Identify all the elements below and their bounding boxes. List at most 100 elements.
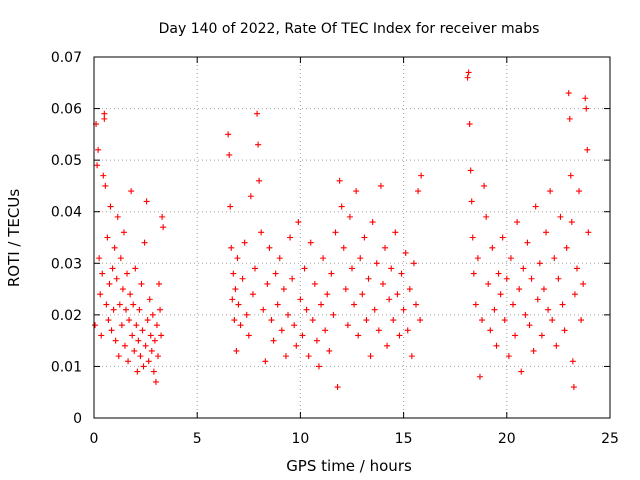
data-point: [505, 353, 512, 360]
data-point: [307, 239, 314, 246]
data-point: [231, 317, 238, 324]
chart-title: Day 140 of 2022, Rate Of TEC Index for r…: [159, 21, 540, 37]
data-point: [346, 213, 353, 220]
data-point: [278, 327, 285, 334]
data-point: [140, 363, 147, 370]
y-tick-label: 0.01: [51, 359, 82, 375]
data-point: [124, 270, 131, 277]
data-point: [549, 317, 556, 324]
data-point: [402, 249, 409, 256]
data-point: [412, 301, 419, 308]
y-tick-labels: 0 0.01 0.02 0.03 0.04 0.05 0.06 0.07: [51, 50, 82, 427]
data-point: [107, 203, 114, 210]
data-points: [92, 69, 592, 391]
x-tick-label: 5: [193, 431, 202, 447]
data-point: [149, 311, 156, 318]
data-point: [375, 327, 382, 334]
data-point: [580, 280, 587, 287]
data-point: [229, 296, 236, 303]
data-point: [417, 317, 424, 324]
data-point: [131, 347, 138, 354]
data-point: [570, 384, 577, 391]
data-point: [334, 384, 341, 391]
data-point: [235, 301, 242, 308]
x-tick-label: 25: [601, 431, 619, 447]
data-point: [96, 255, 103, 262]
data-point: [495, 270, 502, 277]
data-point: [258, 229, 265, 236]
data-point: [400, 306, 407, 313]
data-point: [232, 286, 239, 293]
data-point: [147, 332, 154, 339]
y-axis-label: ROTI / TECUs: [5, 189, 23, 287]
data-point: [101, 110, 108, 117]
data-point: [142, 342, 149, 349]
data-point: [353, 188, 360, 195]
data-point: [576, 188, 583, 195]
data-point: [522, 311, 529, 318]
data-point: [518, 368, 525, 375]
data-point: [114, 213, 121, 220]
data-point: [264, 280, 271, 287]
data-point: [479, 317, 486, 324]
data-point: [371, 306, 378, 313]
data-point: [126, 317, 133, 324]
x-tick-label: 20: [498, 431, 516, 447]
data-point: [125, 358, 132, 365]
data-point: [384, 342, 391, 349]
data-point: [386, 296, 393, 303]
y-tick-label: 0.04: [51, 205, 82, 221]
data-point: [234, 255, 241, 262]
data-point: [118, 322, 125, 329]
data-point: [532, 203, 539, 210]
data-point: [225, 131, 232, 138]
data-point: [499, 234, 506, 241]
data-point: [476, 373, 483, 380]
data-point: [152, 378, 159, 385]
data-point: [406, 286, 413, 293]
data-point: [491, 306, 498, 313]
data-point: [474, 255, 481, 262]
data-point: [340, 244, 347, 251]
data-point: [268, 317, 275, 324]
data-point: [158, 332, 165, 339]
data-point: [483, 213, 490, 220]
data-point: [98, 332, 105, 339]
data-point: [160, 224, 167, 231]
data-point: [507, 255, 514, 262]
data-point: [303, 306, 310, 313]
data-point: [138, 280, 145, 287]
data-point: [129, 332, 136, 339]
data-point: [565, 90, 572, 97]
data-point: [276, 255, 283, 262]
data-point: [322, 327, 329, 334]
data-point: [545, 306, 552, 313]
data-point: [247, 193, 254, 200]
data-point: [255, 141, 262, 148]
data-point: [119, 286, 126, 293]
data-point: [328, 270, 335, 277]
data-point: [392, 229, 399, 236]
data-point: [520, 265, 527, 272]
data-point: [578, 317, 585, 324]
plot-frame: [93, 56, 611, 419]
data-point: [237, 322, 244, 329]
data-point: [105, 317, 112, 324]
data-point: [584, 146, 591, 153]
data-point: [272, 270, 279, 277]
data-point: [115, 353, 122, 360]
data-point: [367, 353, 374, 360]
data-point: [233, 347, 240, 354]
data-point: [143, 198, 150, 205]
data-point: [301, 265, 308, 272]
data-point: [228, 244, 235, 251]
data-point: [305, 353, 312, 360]
data-point: [569, 358, 576, 365]
data-point: [136, 306, 143, 313]
data-point: [291, 322, 298, 329]
data-point: [485, 280, 492, 287]
data-point: [547, 188, 554, 195]
data-point: [254, 110, 261, 117]
data-point: [503, 275, 510, 282]
